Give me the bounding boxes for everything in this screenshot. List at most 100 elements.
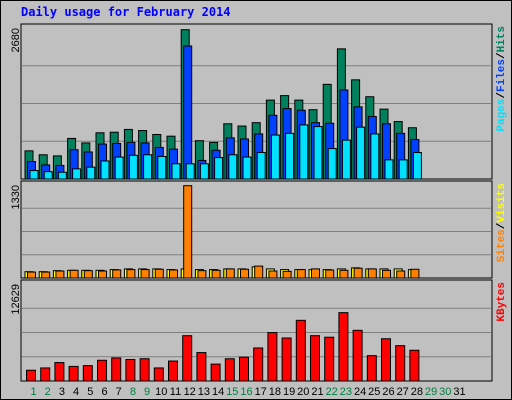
bar-sites (268, 270, 278, 279)
bar-pages (157, 155, 167, 180)
bar-pages (412, 152, 422, 180)
bar-pages (356, 126, 366, 180)
x-tick-label: 12 (184, 386, 196, 398)
bar-sites (83, 270, 93, 279)
legend-part: / (496, 52, 508, 59)
bar-kbytes (224, 358, 235, 382)
x-tick-label: 22 (326, 386, 338, 398)
bar-kbytes (324, 336, 335, 382)
bar-kbytes (182, 335, 193, 382)
bar-kbytes (139, 358, 150, 382)
x-tick-label: 3 (59, 386, 65, 398)
bar-pages (143, 154, 153, 180)
x-tick-label: 28 (411, 386, 423, 398)
bar-kbytes (153, 367, 164, 382)
legend-part: Hits (496, 26, 508, 52)
bar-pages (171, 163, 181, 180)
y-max-tick-hits-files-pages: 2680 (10, 28, 22, 52)
bar-pages (370, 133, 380, 180)
bar-kbytes (409, 349, 420, 382)
bar-sites (353, 267, 363, 279)
bar-sites (311, 268, 320, 279)
x-tick-label: 25 (368, 386, 380, 398)
x-tick-label: 30 (439, 386, 451, 398)
bar-kbytes (168, 360, 178, 382)
bar-kbytes (125, 358, 136, 382)
bar-kbytes (111, 357, 122, 382)
bar-pages (398, 159, 408, 180)
x-tick-label: 16 (240, 386, 252, 398)
bar-pages (43, 171, 53, 180)
legend-label-kbytes: KBytes (496, 282, 508, 322)
bar-pages (214, 157, 224, 180)
x-tick-label: 31 (453, 386, 465, 398)
x-tick-label: 24 (354, 386, 366, 398)
x-tick-label: 27 (397, 386, 409, 398)
bar-pages (327, 148, 337, 180)
bar-pages (185, 163, 195, 180)
bar-pages (313, 126, 323, 180)
x-tick-label: 21 (311, 386, 323, 398)
bar-sites (410, 268, 420, 279)
bar-sites (27, 271, 36, 279)
bar-pages (299, 124, 309, 180)
bar-sites (240, 268, 249, 279)
bar-kbytes (26, 369, 36, 382)
x-tick-label: 20 (297, 386, 309, 398)
bar-pages (341, 139, 351, 180)
panel-visits-sites (20, 180, 493, 279)
bar-kbytes (54, 362, 65, 382)
bar-sites (154, 268, 164, 279)
bar-sites (140, 269, 150, 279)
x-tick-label: 29 (425, 386, 437, 398)
bar-sites (296, 269, 306, 279)
bar-sites (225, 268, 235, 279)
bar-sites (382, 269, 391, 279)
bar-kbytes (281, 337, 292, 382)
bar-sites (69, 269, 79, 279)
bar-kbytes (40, 367, 51, 382)
x-tick-label: 15 (226, 386, 238, 398)
bar-sites (183, 185, 193, 279)
x-tick-label: 23 (340, 386, 352, 398)
legend-part: Files (496, 59, 508, 92)
x-tick-label: 8 (130, 386, 136, 398)
y-max-tick-kbytes: 12629 (10, 284, 22, 315)
x-tick-label: 11 (170, 386, 181, 398)
x-tick-label: 4 (73, 386, 79, 398)
bar-sites (41, 271, 51, 279)
bar-pages (86, 166, 96, 180)
bar-kbytes (68, 365, 79, 382)
bar-sites (325, 269, 335, 279)
bar-kbytes (352, 329, 363, 382)
legend-label-hits-files-pages: Pages/Files/Hits (496, 26, 508, 132)
bar-kbytes (381, 338, 391, 382)
x-tick-label: 13 (198, 386, 210, 398)
bar-pages (114, 156, 124, 180)
bar-sites (55, 270, 65, 279)
bar-kbytes (82, 365, 93, 382)
bar-kbytes (97, 359, 107, 382)
bar-kbytes (310, 335, 320, 382)
bar-kbytes (366, 355, 377, 382)
bar-pages (29, 170, 39, 180)
bar-kbytes (210, 363, 221, 382)
bar-kbytes (239, 356, 249, 382)
bar-pages (100, 160, 110, 180)
x-tick-label: 5 (87, 386, 93, 398)
bar-pages (228, 154, 238, 180)
x-tick-label: 9 (144, 386, 150, 398)
bar-pages (57, 171, 67, 180)
bar-kbytes (338, 312, 349, 382)
bar-sites (367, 268, 377, 279)
bar-sites (197, 270, 207, 279)
bar-sites (254, 265, 264, 279)
bar-pages (270, 134, 280, 180)
bar-sites (339, 269, 349, 279)
bar-kbytes (395, 345, 406, 382)
legend-part: Pages (496, 99, 508, 132)
legend-part: / (496, 92, 508, 99)
x-tick-label: 14 (212, 386, 224, 398)
